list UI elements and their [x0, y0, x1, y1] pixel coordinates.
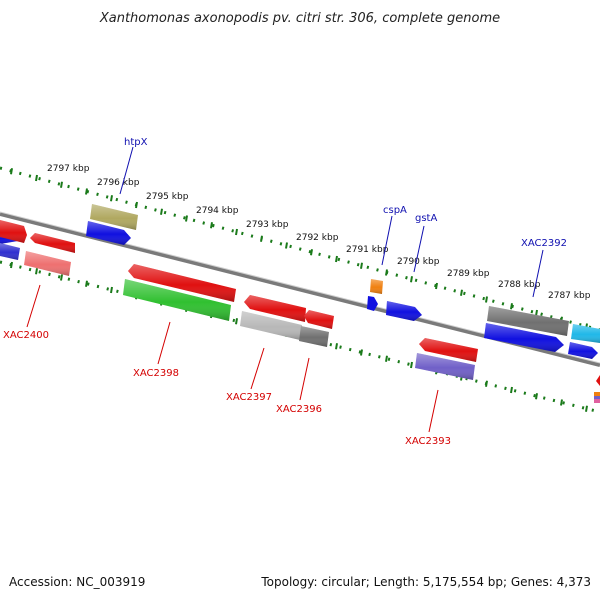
ruler-label: 2789 kbp: [447, 269, 490, 279]
ruler-tick: [35, 174, 38, 182]
gene-block-xac2400[interactable]: [24, 251, 71, 276]
ruler-tick: [510, 386, 513, 394]
gene-block-xac2398[interactable]: [123, 279, 231, 321]
ruler-tick: [235, 228, 238, 236]
gene-block[interactable]: [596, 375, 600, 386]
ruler-tick: [85, 188, 88, 195]
genome-summary-text: Topology: circular; Length: 5,175,554 bp…: [260, 575, 591, 589]
ruler-tick: [360, 349, 363, 356]
gene-block-xac2396[interactable]: [304, 310, 334, 329]
ruler-tick: [360, 262, 363, 269]
ruler-label: 2793 kbp: [246, 220, 289, 230]
ruler-tick: [485, 296, 488, 303]
gene-block[interactable]: [571, 324, 600, 343]
gene-block-htpx[interactable]: [90, 204, 138, 230]
gene-block-xac2397[interactable]: [244, 295, 306, 322]
gene-label-xac2397[interactable]: XAC2397: [226, 392, 272, 403]
ruler-tick: [160, 208, 163, 215]
ruler-tick: [110, 286, 113, 294]
ruler-tick: [435, 282, 438, 290]
ruler-label: 2787 kbp: [548, 291, 591, 301]
gene-block[interactable]: [240, 311, 302, 340]
gene-block[interactable]: [484, 323, 564, 352]
gene-block[interactable]: [30, 233, 75, 253]
ruler-tick: [10, 168, 13, 175]
gene-label-xac2400[interactable]: XAC2400: [3, 330, 49, 341]
ruler-tick: [35, 268, 38, 275]
ruler-label: 2788 kbp: [498, 280, 541, 290]
ruler-tick: [585, 405, 588, 412]
gene-label-htpx[interactable]: htpX: [124, 137, 148, 148]
ruler-tick: [560, 399, 563, 406]
ruler-tick: [110, 195, 113, 202]
ruler-tick: [335, 255, 338, 263]
ruler-tick: [460, 289, 463, 296]
ruler-label: 2792 kbp: [296, 233, 339, 243]
gene-block-cspa[interactable]: [370, 279, 383, 294]
ruler-tick: [185, 215, 188, 222]
ruler-label: 2794 kbp: [196, 206, 239, 216]
gene-block-gsta[interactable]: [386, 301, 422, 321]
gene-block[interactable]: [299, 326, 329, 347]
outer-major-ticks: [10, 168, 588, 330]
reverse-gene-labels: XAC2400 XAC2398 XAC2397 XAC2396 XAC2393: [3, 284, 451, 447]
accession-text: Accession: NC_003919: [9, 575, 145, 589]
ruler-tick: [535, 393, 538, 400]
ruler-tick: [310, 249, 313, 256]
gene-label-xac2392[interactable]: XAC2392: [521, 238, 567, 249]
ruler-label: 2795 kbp: [146, 192, 189, 202]
gene-block-xac2392[interactable]: [487, 306, 569, 336]
gene-label-xac2398[interactable]: XAC2398: [133, 368, 179, 379]
ruler-labels: 2797 kbp 2796 kbp 2795 kbp 2794 kbp 2793…: [47, 164, 591, 301]
map-title: Xanthomonas axonopodis pv. citri str. 30…: [99, 11, 500, 26]
outer-ruler: [0, 166, 600, 332]
ruler-tick: [485, 380, 488, 387]
gene-block[interactable]: [0, 243, 20, 260]
ruler-tick: [385, 269, 388, 276]
gene-label-gsta[interactable]: gstA: [415, 213, 437, 224]
ruler-tick: [510, 303, 513, 310]
gene-block[interactable]: [128, 264, 236, 302]
ruler-tick: [10, 261, 13, 269]
ruler-label: 2791 kbp: [346, 245, 389, 255]
gene-label-xac2396[interactable]: XAC2396: [276, 404, 322, 415]
ruler-label: 2790 kbp: [397, 257, 440, 267]
reverse-strand-genes: [0, 243, 600, 403]
forward-strand-genes: [0, 204, 600, 359]
ruler-tick: [85, 280, 88, 287]
ruler-tick: [60, 181, 63, 188]
gene-block-xac2393[interactable]: [419, 338, 478, 362]
forward-gene-labels: htpX cspA gstA XAC2392: [119, 137, 567, 298]
ruler-tick: [410, 361, 413, 369]
gene-block[interactable]: [86, 221, 131, 245]
ruler-tick: [235, 318, 238, 325]
ruler-tick: [410, 276, 413, 283]
ruler-tick: [60, 274, 63, 281]
gene-block[interactable]: [594, 392, 600, 403]
ruler-label: 2797 kbp: [47, 164, 90, 174]
ruler-tick: [385, 355, 388, 362]
gene-block[interactable]: [367, 296, 378, 311]
gene-block[interactable]: [415, 353, 475, 380]
ruler-label: 2796 kbp: [97, 178, 140, 188]
gene-label-xac2393[interactable]: XAC2393: [405, 436, 451, 447]
ruler-tick: [285, 242, 288, 249]
ruler-tick: [210, 222, 213, 229]
gene-label-cspa[interactable]: cspA: [383, 205, 407, 216]
ruler-tick: [260, 235, 263, 242]
gene-block[interactable]: [568, 342, 598, 359]
ruler-tick: [335, 343, 338, 350]
ruler-tick: [135, 201, 138, 209]
gene-block[interactable]: [0, 220, 27, 243]
